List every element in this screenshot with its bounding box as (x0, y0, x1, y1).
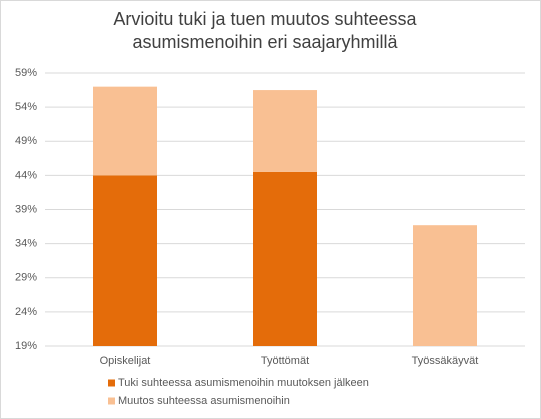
chart-title: asumismenoihin eri saajaryhmillä (132, 32, 398, 52)
bar-segment (93, 86, 157, 176)
y-tick-label: 19% (15, 340, 37, 352)
y-tick-label: 49% (15, 135, 37, 147)
x-tick-label: Opiskelijat (100, 355, 151, 367)
y-tick-label: 29% (15, 272, 37, 284)
bar-segment (413, 225, 477, 346)
bar-segment (93, 175, 157, 346)
x-tick-label: Työttömät (261, 355, 309, 367)
legend-label: Tuki suhteessa asumismenoihin muutoksen … (118, 377, 369, 389)
y-tick-label: 39% (15, 203, 37, 215)
y-tick-label: 24% (15, 306, 37, 318)
y-tick-label: 34% (15, 238, 37, 250)
legend-swatch (108, 397, 115, 405)
y-tick-label: 54% (15, 101, 37, 113)
y-tick-label: 59% (15, 67, 37, 79)
bar-segment (253, 90, 317, 172)
legend-swatch (108, 379, 115, 387)
chart-title: Arvioitu tuki ja tuen muutos suhteessa (113, 9, 417, 29)
bar-segment (253, 171, 317, 346)
y-tick-label: 44% (15, 169, 37, 181)
legend-label: Muutos suhteessa asumismenoihin (118, 395, 290, 407)
x-tick-label: Työssäkäyvät (412, 355, 479, 367)
